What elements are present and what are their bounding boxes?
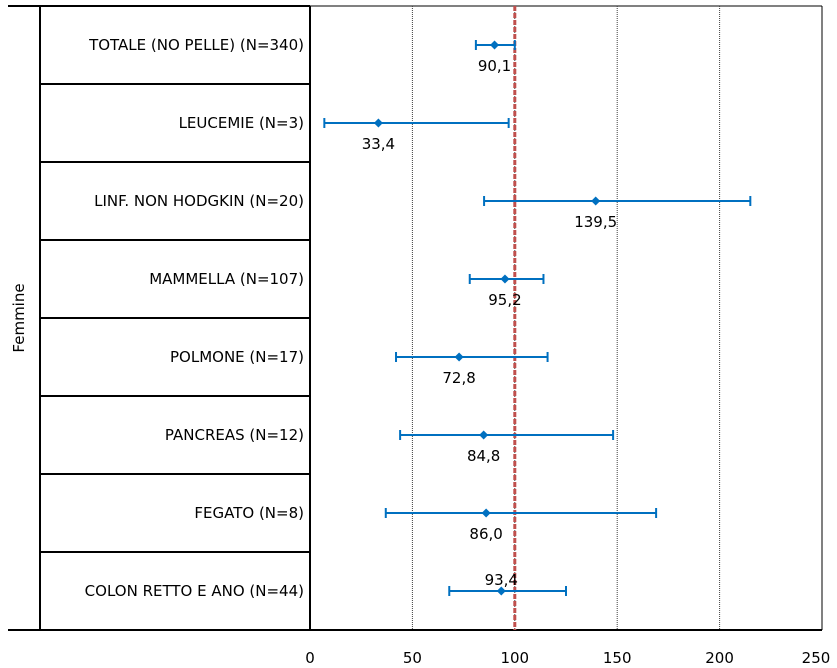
data-point: [373, 118, 383, 128]
data-point: [479, 430, 489, 440]
category-label: COLON RETTO E ANO (N=44): [85, 582, 304, 600]
category-label: POLMONE (N=17): [170, 348, 304, 366]
x-tick-labels: 0 50 100 150 200 250: [305, 649, 830, 667]
data-point: [454, 352, 464, 362]
data-point: [591, 196, 601, 206]
x-tick-label: 50: [403, 649, 422, 667]
category-row-dividers: [40, 83, 310, 553]
data-label: 84,8: [467, 447, 500, 465]
data-label: 33,4: [362, 135, 395, 153]
data-marks: 90,1 33,4 139,5 95,2 72,8 84,8 86,0 93,4: [323, 40, 752, 596]
category-labels: TOTALE (NO PELLE) (N=340) LEUCEMIE (N=3) L…: [85, 36, 304, 600]
data-label: 93,4: [485, 571, 518, 589]
data-point: [490, 40, 500, 50]
group-label: Femmine: [10, 283, 28, 352]
x-tick-label: 200: [705, 649, 734, 667]
data-label: 72,8: [442, 369, 475, 387]
data-label: 139,5: [574, 213, 617, 231]
category-label: MAMMELLA (N=107): [149, 270, 304, 288]
data-point: [496, 586, 506, 596]
x-tick-label: 250: [802, 649, 831, 667]
x-tick-label: 100: [500, 649, 529, 667]
data-label: 90,1: [478, 57, 511, 75]
category-label: FEGATO (N=8): [194, 504, 304, 522]
category-label: PANCREAS (N=12): [165, 426, 304, 444]
category-label: LEUCEMIE (N=3): [179, 114, 304, 132]
category-label: TOTALE (NO PELLE) (N=340): [88, 36, 304, 54]
data-point: [481, 508, 491, 518]
x-tick-label: 0: [305, 649, 315, 667]
data-point: [500, 274, 510, 284]
data-label: 95,2: [488, 291, 521, 309]
x-tick-label: 150: [603, 649, 632, 667]
data-label: 86,0: [469, 525, 502, 543]
category-label: LINF. NON HODGKIN (N=20): [94, 192, 304, 210]
